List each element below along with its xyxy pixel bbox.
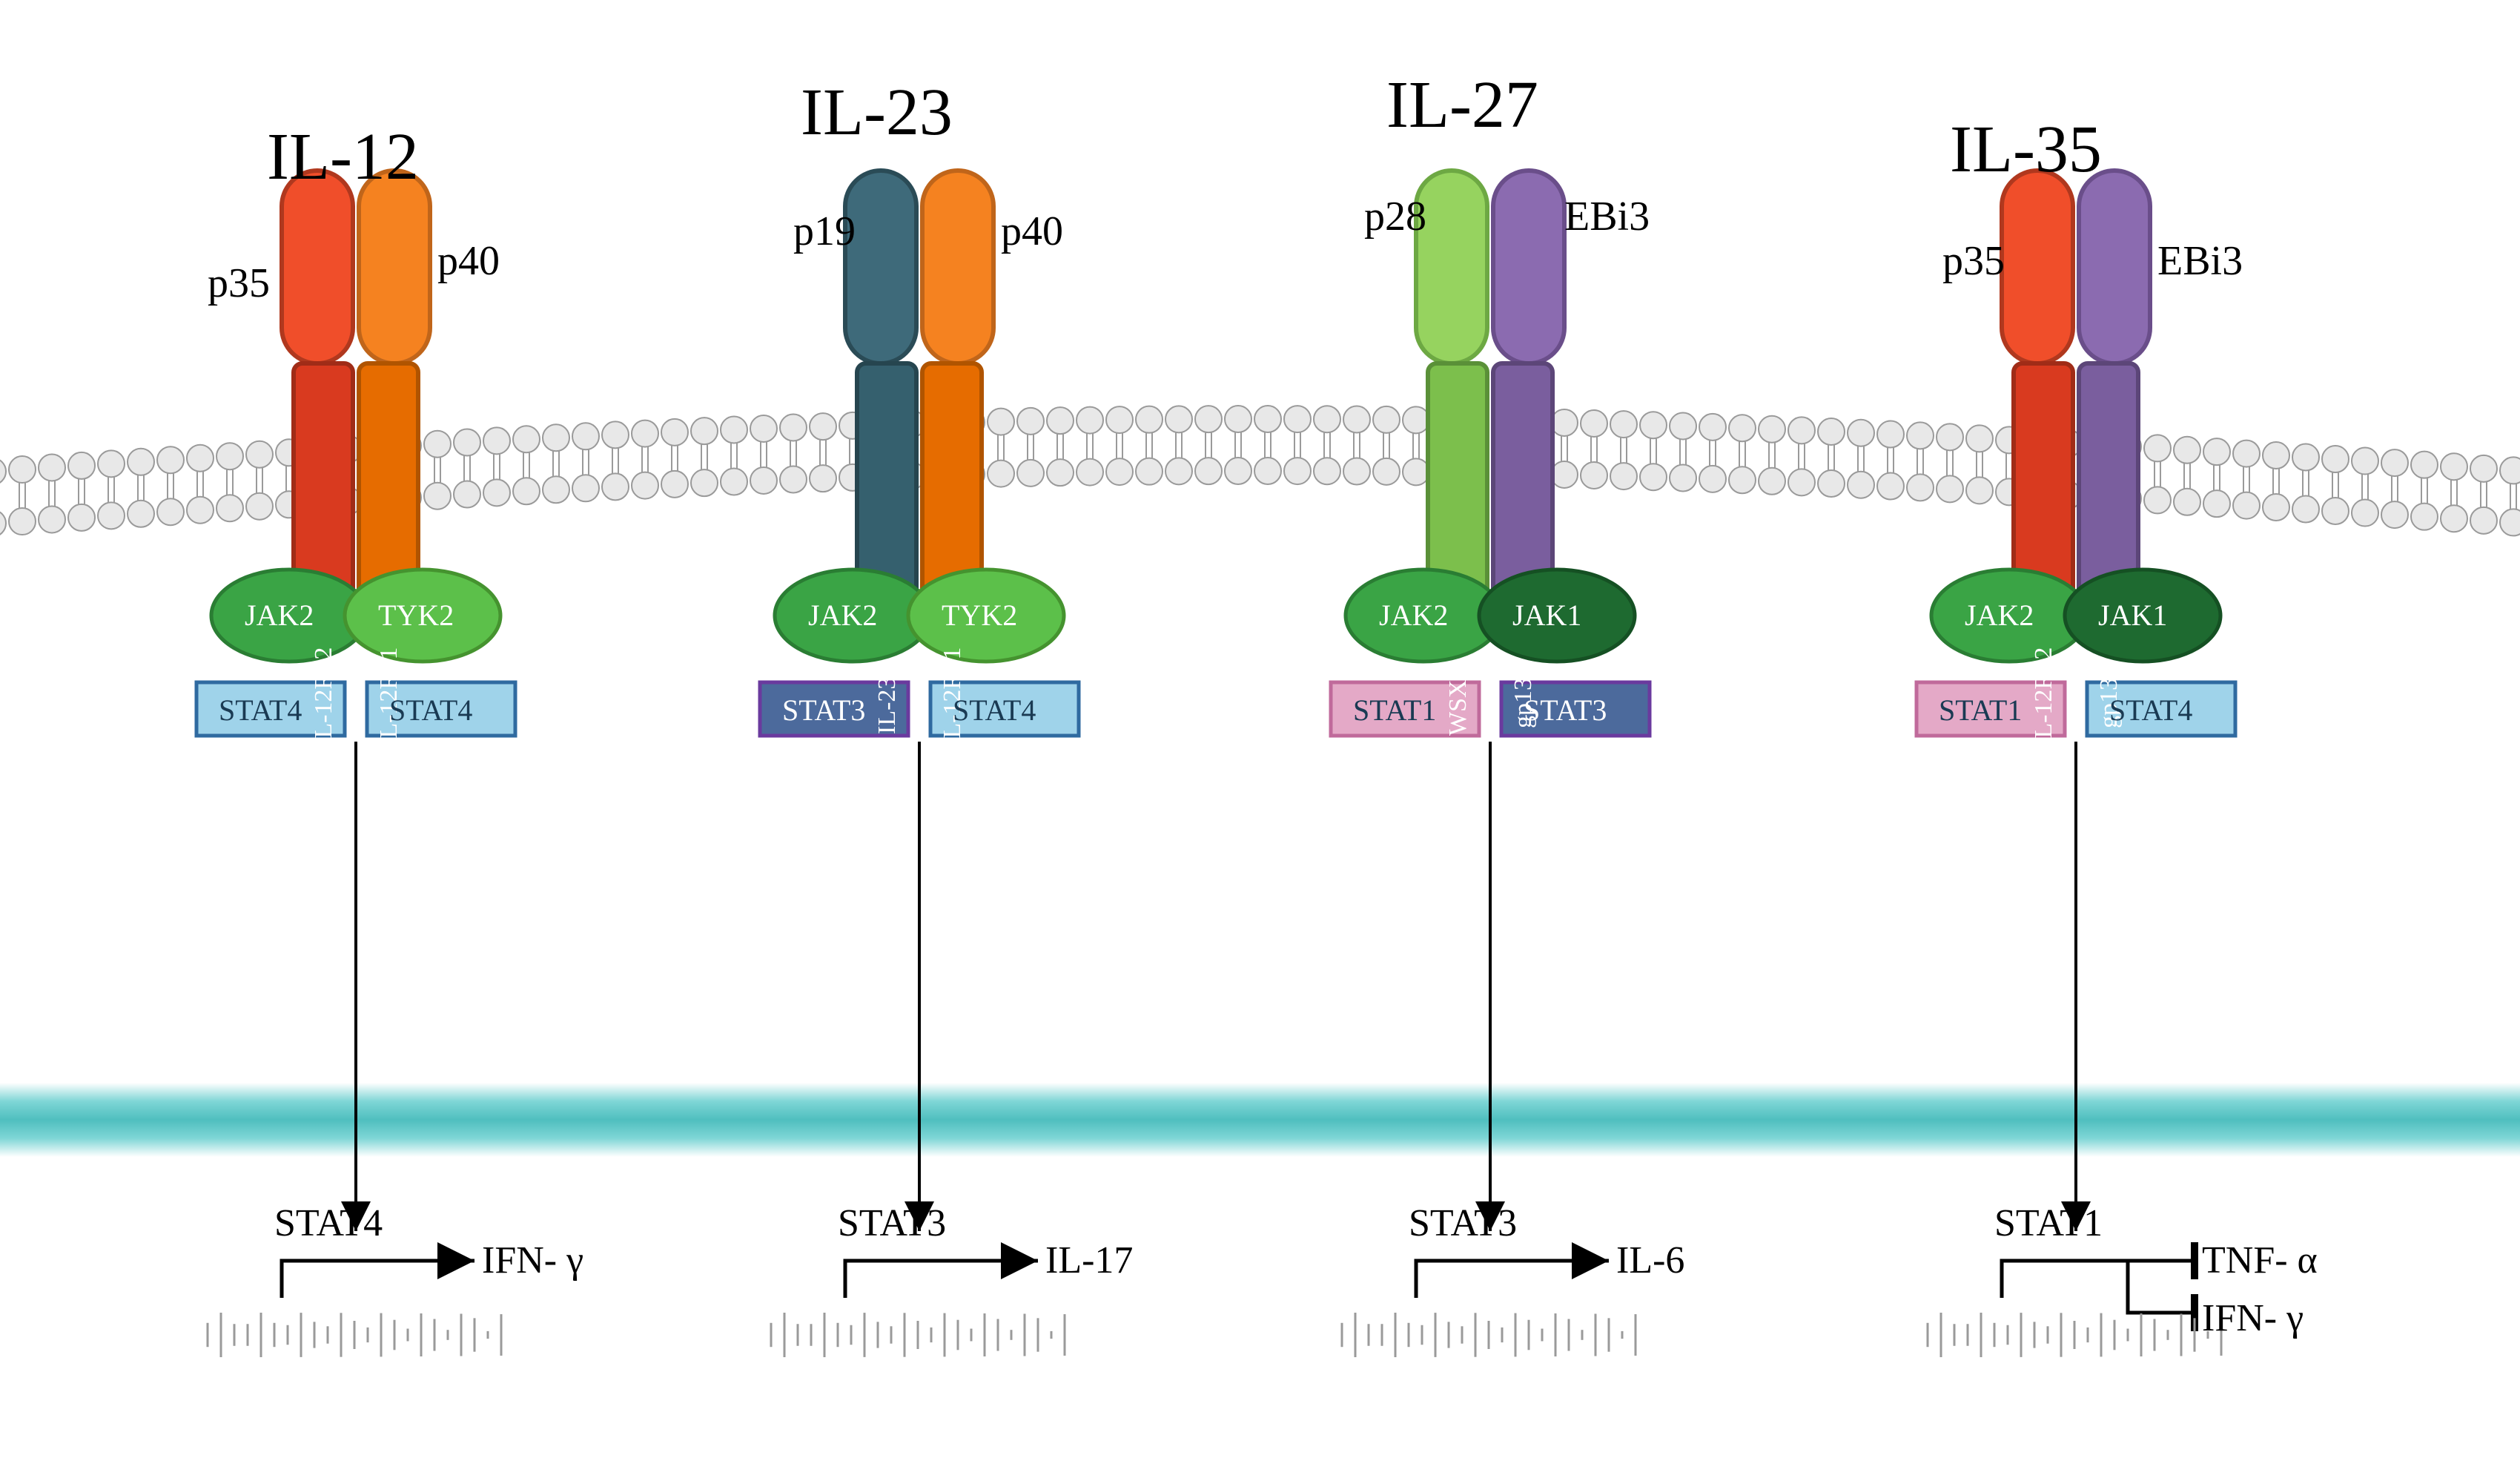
jak-label: JAK2 <box>808 598 877 633</box>
subunit-label: p35 <box>208 260 270 307</box>
jak-label: JAK1 <box>2098 598 2167 633</box>
receptor-label: IL-12Rβ2 <box>310 586 338 808</box>
gene-stat-label: STAT3 <box>838 1201 946 1245</box>
stat-label: STAT4 <box>389 693 472 728</box>
subunit <box>845 171 916 363</box>
subunit-label: p40 <box>437 237 500 285</box>
receptor-label: IL-23R <box>873 586 902 808</box>
stat-label: STAT3 <box>782 693 865 728</box>
subunit <box>359 171 430 363</box>
dna-helix <box>771 1313 1065 1357</box>
stat-label: STAT4 <box>2109 693 2192 728</box>
complex-title: IL-35 <box>1950 111 2102 188</box>
jak-label: JAK2 <box>245 598 314 633</box>
jak-label: JAK2 <box>1379 598 1448 633</box>
receptor <box>294 363 353 601</box>
stat-label: STAT1 <box>1939 693 2022 728</box>
receptor <box>2014 363 2073 601</box>
subunit <box>2079 171 2150 363</box>
receptor-label: WSX-1 <box>1444 586 1472 808</box>
receptor <box>359 363 418 601</box>
gene-arrow-2 <box>2128 1261 2195 1313</box>
gene-output-label: IFN- γ <box>482 1239 583 1282</box>
gene-arrow <box>1416 1261 1609 1298</box>
receptor-label: IL-12Rβ2 <box>2030 586 2058 808</box>
stat-label: STAT4 <box>953 693 1036 728</box>
jak-label: TYK2 <box>942 598 1017 633</box>
subunit <box>1416 171 1487 363</box>
gene-arrow <box>282 1261 474 1298</box>
stat-label: STAT4 <box>219 693 302 728</box>
complex-title: IL-23 <box>801 74 953 151</box>
subunit-label: p35 <box>1942 237 2005 285</box>
receptor <box>922 363 982 601</box>
complex-title: IL-27 <box>1386 67 1538 143</box>
gene-stat-label: STAT4 <box>274 1201 383 1245</box>
gene-output-label: TNF- α <box>2202 1239 2318 1282</box>
subunit <box>282 171 353 363</box>
nuclear-band <box>0 1083 2520 1157</box>
receptor <box>1493 363 1552 601</box>
subunit-label: EBi3 <box>1564 193 1650 240</box>
gene-output-label: IL-6 <box>1616 1239 1684 1282</box>
stat-label: STAT1 <box>1353 693 1436 728</box>
subunit-label: EBi3 <box>2157 237 2243 285</box>
jak-label: JAK2 <box>1965 598 2034 633</box>
dna-helix <box>1928 1313 2221 1357</box>
gene-arrow <box>845 1261 1038 1298</box>
gene-output-label: IL-17 <box>1045 1239 1133 1282</box>
subunit <box>922 171 993 363</box>
subunit <box>1493 171 1564 363</box>
gene-output-label: IFN- γ <box>2202 1296 2304 1340</box>
receptor <box>857 363 916 601</box>
subunit-label: p28 <box>1364 193 1426 240</box>
receptor <box>2079 363 2138 601</box>
dna-helix <box>1342 1313 1636 1357</box>
complex-title: IL-12 <box>267 119 419 195</box>
jak-label: JAK1 <box>1512 598 1581 633</box>
subunit-label: p40 <box>1001 208 1063 255</box>
gene-stat-label: STAT3 <box>1409 1201 1517 1245</box>
dna-helix <box>208 1313 501 1357</box>
subunit-label: p19 <box>793 208 856 255</box>
jak-label: TYK2 <box>378 598 454 633</box>
subunit <box>2002 171 2073 363</box>
gene-stat-label: STAT1 <box>1994 1201 2103 1245</box>
stat-label: STAT3 <box>1524 693 1607 728</box>
receptor <box>1428 363 1487 601</box>
gene-arrow <box>2002 1261 2195 1298</box>
